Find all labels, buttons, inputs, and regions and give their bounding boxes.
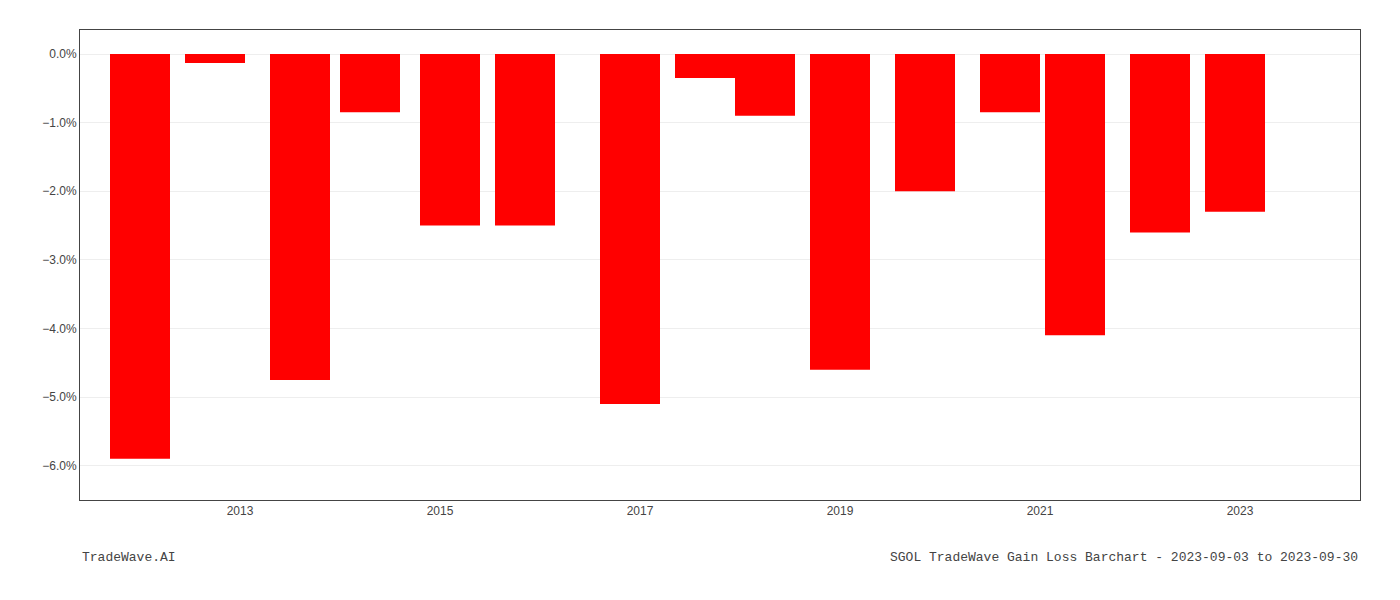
- svg-text:2021: 2021: [1027, 504, 1054, 518]
- svg-text:2017: 2017: [627, 504, 654, 518]
- svg-text:SGOL TradeWave Gain Loss Barch: SGOL TradeWave Gain Loss Barchart - 2023…: [890, 550, 1358, 565]
- svg-text:2019: 2019: [827, 504, 854, 518]
- svg-text:0.0%: 0.0%: [49, 47, 77, 61]
- svg-text:2013: 2013: [227, 504, 254, 518]
- svg-text:2015: 2015: [427, 504, 454, 518]
- svg-text:−5.0%: −5.0%: [42, 390, 77, 404]
- svg-text:−2.0%: −2.0%: [42, 184, 77, 198]
- svg-text:2023: 2023: [1227, 504, 1254, 518]
- svg-text:−6.0%: −6.0%: [42, 459, 77, 473]
- svg-text:−3.0%: −3.0%: [42, 253, 77, 267]
- svg-text:TradeWave.AI: TradeWave.AI: [82, 550, 176, 565]
- svg-text:−1.0%: −1.0%: [42, 116, 77, 130]
- svg-text:−4.0%: −4.0%: [42, 322, 77, 336]
